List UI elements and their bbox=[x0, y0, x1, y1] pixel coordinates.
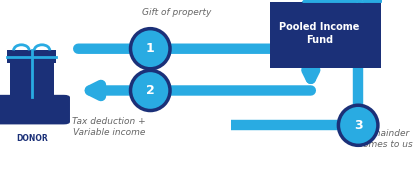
Text: Gift of property: Gift of property bbox=[143, 8, 212, 17]
Text: Pooled Income
Fund: Pooled Income Fund bbox=[280, 22, 360, 45]
FancyBboxPatch shape bbox=[10, 59, 54, 97]
Text: Remainder
comes to us: Remainder comes to us bbox=[357, 129, 412, 149]
Text: 1: 1 bbox=[146, 42, 155, 55]
Text: 3: 3 bbox=[354, 119, 362, 132]
FancyBboxPatch shape bbox=[8, 50, 56, 63]
Ellipse shape bbox=[130, 70, 170, 110]
Ellipse shape bbox=[130, 29, 170, 69]
Text: Tax deduction +
Variable income: Tax deduction + Variable income bbox=[72, 117, 146, 137]
Text: 2: 2 bbox=[146, 84, 155, 97]
FancyBboxPatch shape bbox=[0, 95, 70, 124]
Ellipse shape bbox=[339, 105, 378, 145]
Text: DONOR: DONOR bbox=[16, 134, 48, 143]
FancyBboxPatch shape bbox=[270, 2, 381, 68]
